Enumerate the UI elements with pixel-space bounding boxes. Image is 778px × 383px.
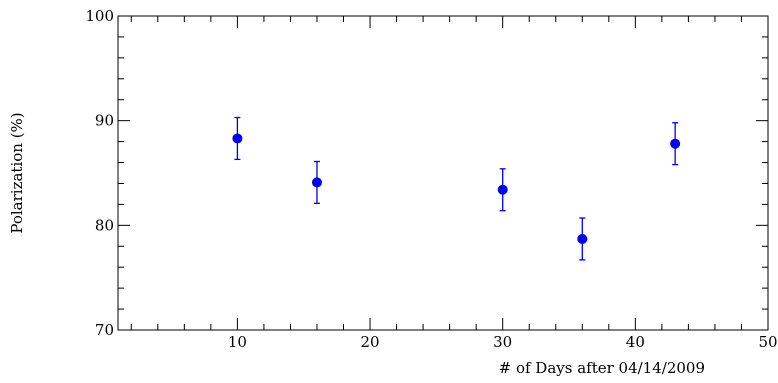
y-tick-label: 90: [95, 112, 114, 130]
error-bars: [234, 116, 679, 261]
data-point: [497, 184, 508, 195]
data-point: [232, 133, 243, 144]
x-tick-label: 20: [360, 333, 379, 351]
tick-labels: 10 20 30 40 50 70 80 90 100: [85, 7, 777, 351]
y-tick-label: 70: [95, 321, 114, 339]
data-point: [577, 233, 588, 244]
axis-ticks: [118, 15, 769, 331]
x-tick-label: 40: [626, 333, 645, 351]
x-tick-label: 10: [228, 333, 247, 351]
plot-frame: [117, 15, 769, 331]
data-point: [670, 138, 681, 149]
x-tick-label: 50: [758, 333, 777, 351]
data-points: [232, 133, 681, 244]
x-tick-label: 30: [493, 333, 512, 351]
y-tick-label: 80: [95, 216, 114, 234]
y-axis-title: Polarization (%): [8, 112, 26, 233]
x-axis-title: # of Days after 04/14/2009: [499, 359, 705, 377]
data-point: [311, 177, 322, 188]
y-tick-label: 100: [85, 7, 114, 25]
